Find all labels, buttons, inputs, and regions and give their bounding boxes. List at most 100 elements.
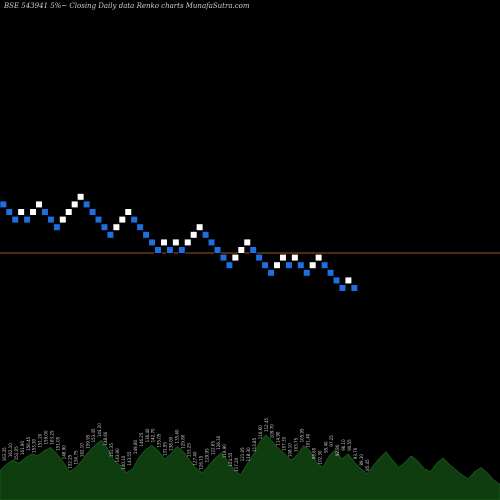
renko-brick-down <box>267 269 275 277</box>
volume-label: 126.15 <box>198 455 203 469</box>
volume-label: 97.25 <box>329 435 334 447</box>
volume-label: 105.95 <box>300 428 305 442</box>
renko-brick-down <box>297 261 305 269</box>
volume-label: 143.90 <box>115 448 120 462</box>
renko-brick-up <box>71 200 79 209</box>
renko-brick-down <box>178 246 186 254</box>
renko-brick-up <box>17 208 25 216</box>
renko-brick-down <box>53 223 61 231</box>
renko-brick-down <box>94 216 103 224</box>
volume-label: 135.60 <box>175 429 180 443</box>
renko-brick-up <box>118 216 126 224</box>
renko-brick-up <box>112 223 120 231</box>
volume-label: 148.90 <box>62 445 67 459</box>
volume-label: 162.10 <box>79 443 84 457</box>
volume-label: 121.05 <box>240 447 245 461</box>
volume-labels: 163.35 162.10 152.05 161.90 156.45 153.30 151.… <box>2 417 370 471</box>
volume-label: 118.30 <box>246 447 251 461</box>
volume-label: 126.30 <box>216 435 221 449</box>
renko-brick-up <box>35 200 43 209</box>
renko-brick-down <box>83 200 91 209</box>
volume-label: 163.35 <box>2 447 7 461</box>
volume-label: 151.35 <box>109 443 114 457</box>
volume-label: 140.10 <box>121 455 126 469</box>
renko-brick-up <box>231 254 239 262</box>
volume-label: 156.45 <box>26 436 31 450</box>
volume-label: 150.75 <box>73 450 78 464</box>
renko-brick-down <box>207 238 216 247</box>
volume-label: 146.25 <box>139 432 144 446</box>
renko-brick-down <box>142 231 150 239</box>
chart-title: BSE 543941 5%~ Closing Daily data Renko … <box>4 2 250 10</box>
renko-brick-down <box>106 231 114 239</box>
renko-brick-down <box>166 246 174 254</box>
volume-label: 107.35 <box>282 436 287 450</box>
volume-label: 95.40 <box>323 441 328 453</box>
renko-brick-up <box>196 223 204 231</box>
volume-label: 108.10 <box>288 443 293 457</box>
volume-label: 129.80 <box>181 434 186 448</box>
volume-label: 161.90 <box>20 441 25 455</box>
volume-label: 133.25 <box>186 443 191 457</box>
volume-label: 109.70 <box>270 424 275 438</box>
volume-area-layer <box>0 434 500 500</box>
volume-label: 116.60 <box>258 425 263 439</box>
renko-brick-up <box>190 231 198 239</box>
renko-brick-up <box>77 193 85 201</box>
volume-label: 136.40 <box>145 428 150 442</box>
volume-label: 102.30 <box>317 450 322 464</box>
renko-brick-down <box>41 208 49 216</box>
volume-label: 153.45 <box>91 428 96 442</box>
renko-brick-down <box>326 269 335 277</box>
volume-label: 101.40 <box>305 433 310 447</box>
volume-label: 163.25 <box>50 430 55 444</box>
volume-label: 143.55 <box>127 451 132 465</box>
volume-label: 114.90 <box>276 431 281 445</box>
renko-brick-up <box>29 208 37 216</box>
volume-label: 96.10 <box>341 439 346 451</box>
volume-label: 129.95 <box>204 448 209 462</box>
renko-brick-up <box>172 238 180 247</box>
volume-area <box>0 434 500 500</box>
renko-brick-down <box>255 254 263 262</box>
renko-brick-down <box>332 276 341 285</box>
renko-brick-down <box>100 223 109 231</box>
renko-brick-down <box>23 216 31 224</box>
renko-brick-down <box>261 261 269 269</box>
renko-brick-down <box>130 216 138 224</box>
renko-brick-down <box>303 269 311 277</box>
renko-brick-up <box>291 254 299 262</box>
volume-label: 162.10 <box>8 443 13 457</box>
volume-label: 135.05 <box>157 433 162 447</box>
volume-label: 103.75 <box>294 437 299 451</box>
renko-brick-down <box>148 238 156 247</box>
volume-label: 152.05 <box>14 446 19 460</box>
volume-label: 148.60 <box>103 431 108 445</box>
volume-label: 152.25 <box>67 454 72 468</box>
renko-bricks <box>0 193 358 292</box>
renko-brick-up <box>315 254 323 262</box>
renko-brick-up <box>237 246 245 254</box>
volume-label: 142.70 <box>151 428 156 442</box>
volume-label: 112.45 <box>264 417 269 431</box>
volume-label: 144.20 <box>97 423 102 437</box>
volume-label: 85.45 <box>365 459 370 471</box>
renko-brick-down <box>154 246 162 254</box>
renko-brick-down <box>0 200 7 209</box>
renko-brick-down <box>202 231 210 239</box>
renko-brick-up <box>160 238 168 247</box>
volume-label: 92.80 <box>335 444 340 456</box>
renko-brick-down <box>338 284 347 292</box>
volume-label: 89.10 <box>359 454 364 466</box>
renko-brick-down <box>88 208 97 216</box>
volume-label: 117.20 <box>234 457 239 471</box>
volume-label: 153.30 <box>32 438 37 452</box>
renko-brick-up <box>344 276 353 285</box>
renko-brick-down <box>213 246 222 254</box>
volume-label: 159.95 <box>85 434 90 448</box>
volume-label: 122.65 <box>210 441 215 455</box>
renko-brick-down <box>136 223 144 231</box>
renko-brick-down <box>11 216 19 224</box>
volume-label: 151.05 <box>56 436 61 450</box>
